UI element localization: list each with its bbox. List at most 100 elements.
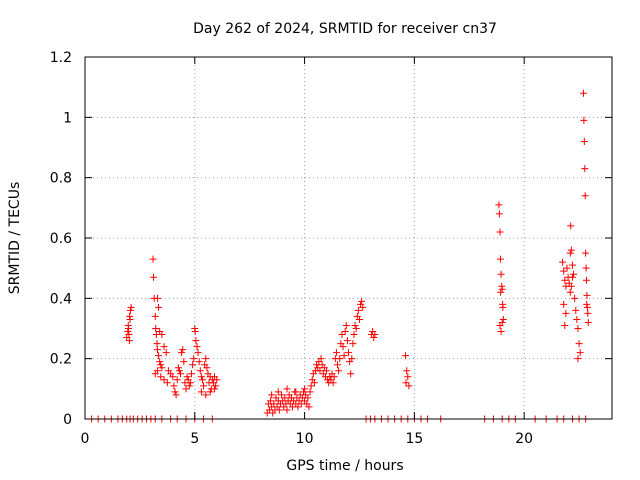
data-point	[158, 364, 166, 372]
data-point	[498, 285, 506, 293]
data-point	[156, 358, 164, 366]
data-point	[151, 312, 159, 320]
data-point	[170, 382, 178, 390]
data-point	[316, 367, 324, 375]
data-point	[292, 388, 300, 396]
data-point	[126, 312, 134, 320]
data-point	[359, 303, 367, 311]
data-point	[355, 315, 363, 323]
data-point	[405, 382, 413, 390]
data-point	[206, 388, 214, 396]
data-points	[88, 89, 592, 423]
data-point	[496, 255, 504, 263]
data-point	[495, 210, 503, 218]
data-point	[194, 349, 202, 357]
x-tick-label: 0	[81, 431, 90, 447]
data-point	[568, 273, 576, 281]
data-point	[124, 328, 132, 336]
data-point	[579, 89, 587, 97]
data-point	[173, 376, 181, 384]
data-point	[575, 340, 583, 348]
data-point	[574, 355, 582, 363]
data-point	[202, 355, 210, 363]
data-point	[182, 385, 190, 393]
data-point	[348, 355, 356, 363]
data-point	[195, 358, 203, 366]
data-point	[275, 406, 283, 414]
data-point	[172, 391, 180, 399]
data-point	[283, 385, 291, 393]
data-point	[576, 349, 584, 357]
data-point	[163, 379, 171, 387]
data-point	[157, 361, 165, 369]
data-point	[281, 394, 289, 402]
data-point	[124, 321, 132, 329]
data-point	[310, 379, 318, 387]
y-tick-label: 1	[63, 110, 72, 126]
data-point	[127, 303, 135, 311]
data-point	[566, 249, 574, 257]
data-point	[178, 349, 186, 357]
data-point	[203, 364, 211, 372]
data-point	[301, 385, 309, 393]
data-point	[354, 306, 362, 314]
data-point	[567, 282, 575, 290]
data-point	[347, 370, 355, 378]
data-point	[212, 382, 220, 390]
data-point	[323, 367, 331, 375]
data-point	[187, 370, 195, 378]
data-point	[572, 306, 580, 314]
data-point	[342, 321, 350, 329]
data-point	[177, 370, 185, 378]
y-tick-label: 0.2	[50, 352, 72, 368]
data-point	[581, 192, 589, 200]
data-point	[304, 394, 312, 402]
data-point	[583, 300, 591, 308]
data-point	[402, 379, 410, 387]
data-point	[341, 328, 349, 336]
data-point	[278, 391, 286, 399]
data-point	[582, 249, 590, 257]
data-point	[581, 165, 589, 173]
data-point	[175, 367, 183, 375]
tick-labels: 0 0.2 0.4 0.6 0.8 1 1.2 0 5 10 15 20	[50, 50, 533, 447]
data-point	[580, 116, 588, 124]
data-point	[371, 331, 379, 339]
data-point	[370, 334, 378, 342]
data-point	[352, 325, 360, 332]
data-point	[174, 364, 182, 372]
x-axis-label: GPS time / hours	[286, 458, 403, 474]
data-point	[283, 406, 291, 414]
data-point	[162, 349, 170, 357]
data-point	[197, 388, 205, 396]
data-point	[496, 228, 504, 236]
data-point	[343, 337, 351, 345]
data-point	[497, 288, 505, 296]
data-point	[317, 355, 325, 363]
data-point	[153, 340, 161, 348]
data-point	[351, 321, 359, 329]
chart-title: Day 262 of 2024, SRMTID for receiver cn3…	[193, 21, 497, 37]
data-point	[190, 355, 198, 363]
data-point	[183, 373, 191, 381]
y-tick-label: 1.2	[50, 50, 72, 66]
data-point	[497, 270, 505, 278]
data-point	[583, 276, 591, 284]
data-point	[574, 325, 582, 332]
data-point	[339, 343, 347, 351]
data-point	[335, 367, 343, 375]
data-point	[571, 294, 579, 302]
data-point	[561, 321, 569, 329]
data-point	[211, 385, 219, 393]
data-point	[149, 255, 157, 263]
data-point	[573, 315, 581, 323]
data-point	[499, 303, 507, 311]
data-point	[563, 264, 571, 272]
data-point	[150, 273, 158, 281]
data-point	[498, 318, 506, 326]
data-point	[160, 343, 168, 351]
data-point	[274, 388, 282, 396]
data-point	[125, 331, 133, 339]
data-point	[404, 373, 412, 381]
